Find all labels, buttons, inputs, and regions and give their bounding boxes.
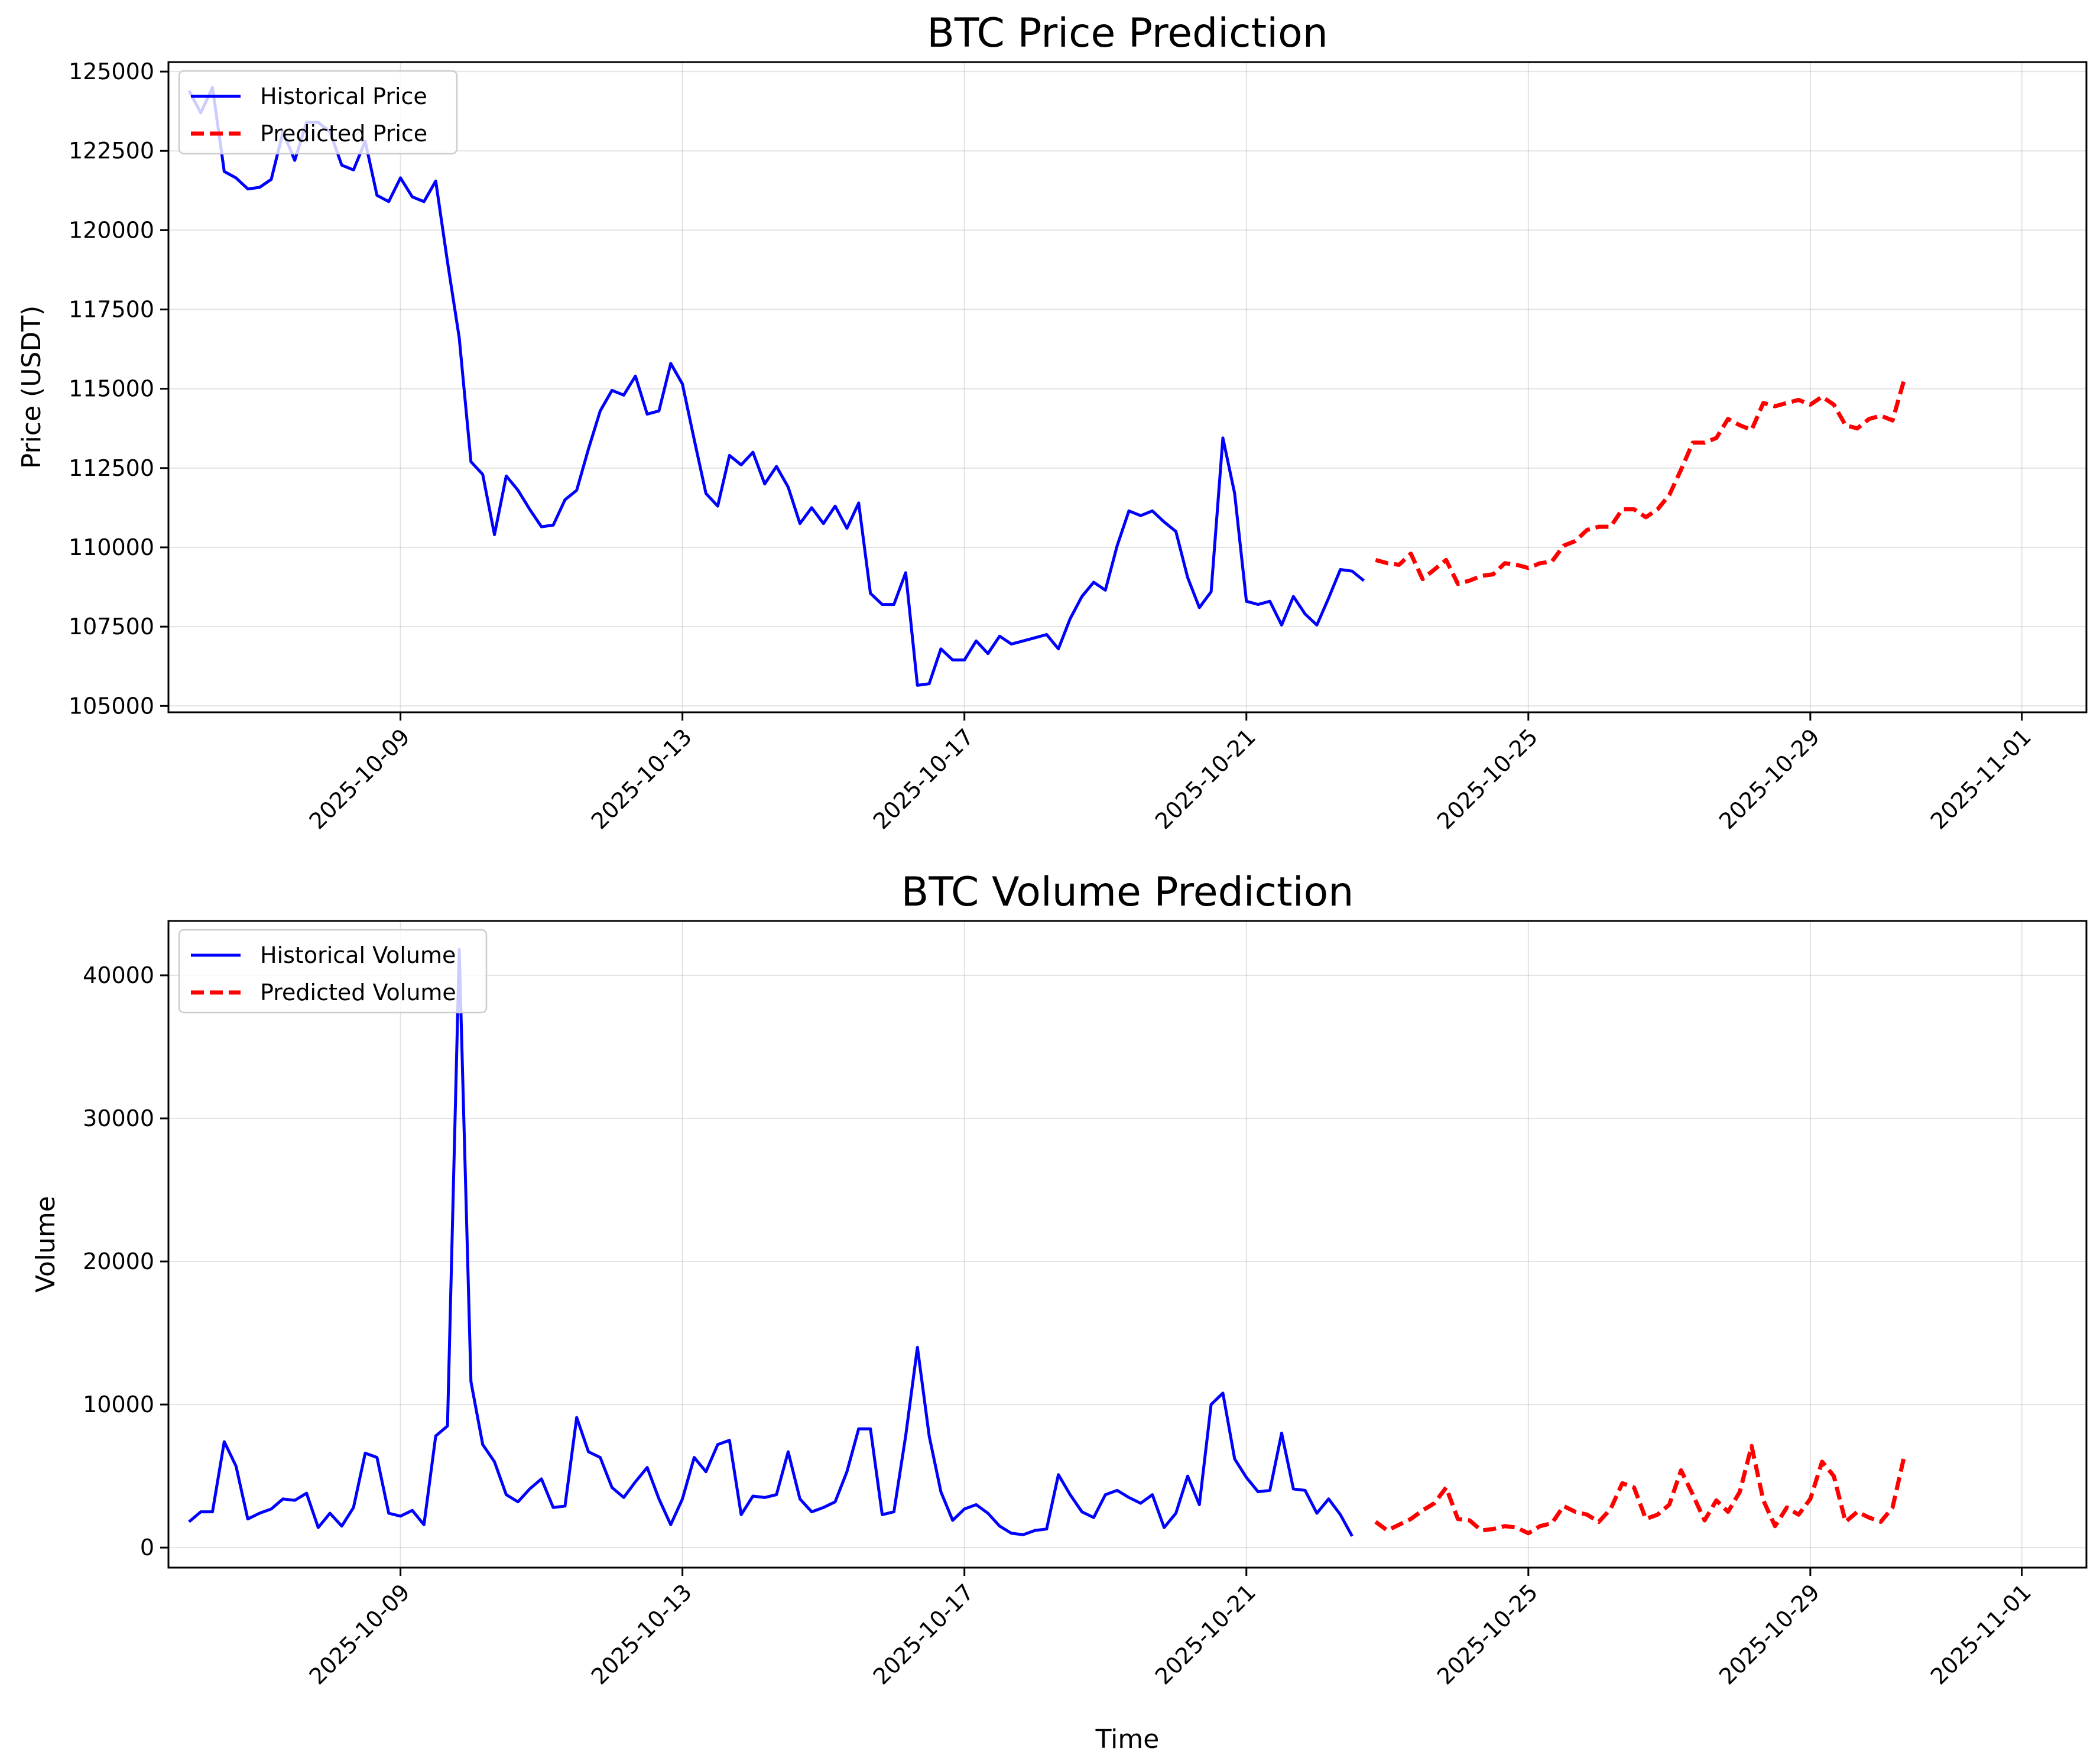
chart-title: BTC Volume Prediction (901, 869, 1354, 916)
y-tick-label: 30000 (83, 1105, 154, 1131)
y-tick-label: 107500 (69, 614, 154, 640)
x-tick-label: 2025-10-17 (868, 724, 979, 834)
y-axis-label: Volume (31, 1196, 61, 1293)
legend: Historical Price Predicted Price (178, 70, 458, 155)
x-tick-label: 2025-11-01 (1926, 724, 2036, 834)
x-tick-label: 2025-10-13 (586, 724, 697, 834)
y-axis-label: Price (USDT) (17, 306, 47, 469)
legend-frame (178, 70, 458, 155)
legend-label: Historical Volume (260, 942, 456, 968)
chart-panel-1: 2025-10-09 2025-10-13 2025-10-17 2025-10-21… (17, 10, 2088, 835)
x-tick-label: 2025-10-21 (1150, 724, 1261, 834)
x-tick-label: 2025-10-29 (1714, 1579, 1825, 1689)
y-tick-label: 122500 (69, 138, 154, 164)
legend-frame (178, 929, 488, 1014)
chart-title: BTC Price Prediction (927, 10, 1328, 57)
x-tick-label: 2025-10-17 (868, 1579, 979, 1689)
plot-frame (167, 61, 2088, 713)
y-tick-label: 0 (140, 1535, 154, 1561)
y-tick-label: 40000 (83, 962, 154, 988)
legend: Historical Volume Predicted Volume (178, 929, 488, 1014)
y-tick-label: 105000 (69, 693, 154, 719)
x-tick-label: 2025-10-09 (304, 1579, 415, 1689)
y-tick-label: 112500 (69, 455, 154, 481)
plot-frame (167, 920, 2088, 1569)
series-line-historical (188, 948, 1354, 1537)
x-axis-label: Time (1095, 1724, 1160, 1754)
legend-label: Predicted Price (260, 121, 427, 147)
y-tick-label: 115000 (69, 376, 154, 402)
x-tick-label: 2025-10-29 (1714, 724, 1825, 834)
x-tick-label: 2025-10-25 (1432, 1579, 1543, 1689)
x-tick-label: 2025-10-21 (1150, 1579, 1261, 1689)
y-tick-label: 110000 (69, 534, 154, 560)
x-tick-label: 2025-10-13 (586, 1579, 697, 1689)
x-tick-label: 2025-10-25 (1432, 724, 1543, 834)
y-tick-label: 125000 (69, 59, 154, 85)
y-tick-label: 10000 (83, 1391, 154, 1417)
x-tick-label: 2025-11-01 (1926, 1579, 2036, 1689)
y-tick-label: 20000 (83, 1248, 154, 1274)
y-tick-label: 120000 (69, 217, 154, 243)
series-line-predicted (1374, 1443, 1907, 1536)
y-tick-label: 117500 (69, 297, 154, 323)
legend-label: Historical Price (260, 83, 427, 109)
series-line-predicted (1375, 378, 1907, 586)
series-line-historical (187, 86, 1365, 687)
x-tick-label: 2025-10-09 (304, 724, 415, 834)
legend-label: Predicted Volume (260, 979, 456, 1005)
chart-panel-2: 2025-10-09 2025-10-13 2025-10-17 2025-10-21… (31, 869, 2088, 1754)
